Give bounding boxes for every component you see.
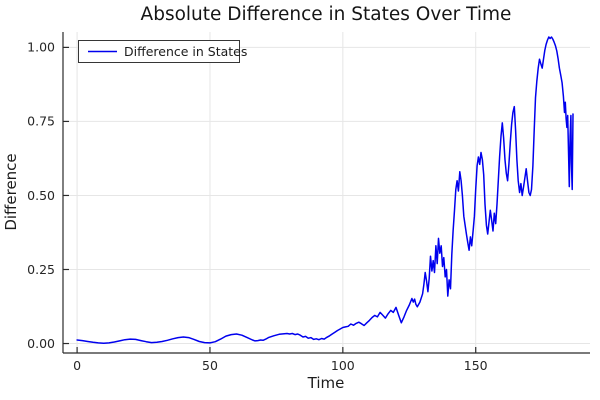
x-tick-label: 150	[464, 358, 488, 373]
y-tick-label: 0.25	[27, 262, 55, 277]
axes-spines	[62, 32, 590, 354]
legend: Difference in States	[78, 40, 247, 63]
tick-labels: 0 50 100 150 0.00 0.25 0.50 0.75 1.00	[27, 40, 488, 373]
chart-title: Absolute Difference in States Over Time	[141, 4, 512, 25]
x-tick-label: 50	[202, 358, 218, 373]
y-tick-label: 0.00	[27, 336, 55, 351]
legend-box	[78, 40, 240, 63]
y-axis-label: Difference	[2, 153, 20, 230]
x-axis-label: Time	[307, 374, 345, 392]
y-tick-label: 0.75	[27, 114, 55, 129]
y-tick-label: 0.50	[27, 188, 55, 203]
tick-marks	[63, 46, 477, 353]
data-series-line	[76, 36, 574, 344]
x-tick-label: 0	[73, 358, 81, 373]
y-tick-label: 1.00	[27, 40, 55, 55]
legend-entry-label: Difference in States	[124, 44, 247, 59]
gridlines	[63, 32, 590, 353]
x-tick-label: 100	[331, 358, 355, 373]
